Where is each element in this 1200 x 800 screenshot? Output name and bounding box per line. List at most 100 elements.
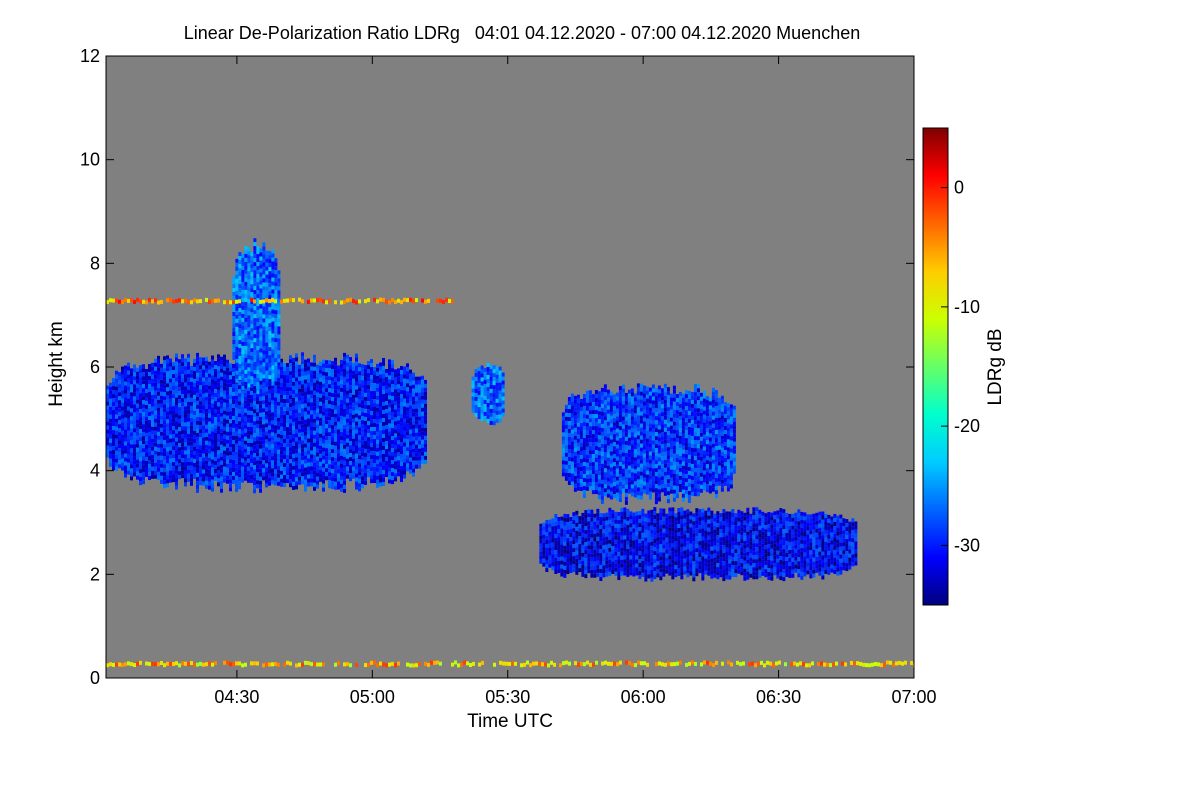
data-pixel	[106, 393, 109, 398]
data-pixel	[205, 436, 208, 441]
data-pixel	[397, 432, 400, 437]
data-pixel	[199, 457, 202, 462]
data-pixel	[651, 412, 655, 417]
data-pixel	[106, 441, 109, 446]
data-pixel	[636, 383, 640, 388]
data-pixel	[334, 373, 337, 378]
data-pixel	[244, 380, 247, 385]
data-pixel	[406, 399, 409, 404]
data-pixel	[253, 485, 256, 490]
data-pixel	[573, 395, 577, 400]
data-pixel	[501, 376, 505, 381]
data-pixel	[277, 361, 280, 366]
data-pixel	[406, 387, 409, 392]
data-pixel	[169, 370, 172, 375]
data-pixel	[651, 444, 655, 449]
data-pixel	[627, 425, 631, 430]
data-pixel	[672, 413, 676, 418]
data-pixel	[343, 380, 346, 385]
data-pixel	[403, 406, 406, 411]
data-pixel	[286, 395, 289, 400]
data-pixel	[471, 376, 475, 381]
data-pixel	[262, 302, 266, 307]
data-pixel	[492, 397, 496, 402]
data-pixel	[190, 461, 193, 466]
data-pixel	[142, 420, 145, 425]
data-pixel	[609, 479, 613, 484]
data-pixel	[651, 484, 655, 489]
data-pixel	[280, 414, 283, 419]
data-pixel	[295, 389, 298, 394]
data-pixel	[409, 397, 412, 402]
data-pixel	[591, 442, 595, 447]
data-pixel	[648, 403, 652, 408]
data-pixel	[657, 413, 661, 418]
data-pixel	[654, 472, 658, 477]
data-pixel	[310, 434, 313, 439]
data-pixel	[373, 391, 376, 396]
data-pixel	[199, 425, 202, 430]
data-pixel	[178, 363, 181, 368]
data-pixel	[636, 467, 640, 472]
data-pixel	[187, 401, 190, 406]
data-pixel	[313, 366, 316, 371]
data-pixel	[627, 389, 631, 394]
data-pixel	[106, 417, 109, 422]
data-pixel	[424, 415, 427, 420]
data-pixel	[154, 446, 157, 451]
data-pixel	[295, 473, 298, 478]
data-pixel	[232, 451, 235, 456]
data-pixel	[576, 422, 580, 427]
data-pixel	[283, 451, 286, 456]
data-pixel	[172, 378, 175, 383]
data-pixel	[313, 442, 316, 447]
data-pixel	[331, 409, 334, 414]
data-pixel	[157, 467, 160, 472]
data-pixel	[633, 413, 637, 418]
data-pixel	[412, 464, 415, 469]
data-pixel	[651, 424, 655, 429]
data-pixel	[489, 400, 493, 405]
data-pixel	[289, 427, 292, 432]
data-pixel	[310, 362, 313, 367]
data-pixel	[621, 412, 625, 417]
data-pixel	[358, 391, 361, 396]
data-pixel	[253, 473, 256, 478]
data-pixel	[268, 417, 271, 422]
data-pixel	[669, 441, 673, 446]
data-pixel	[606, 449, 610, 454]
data-pixel	[669, 489, 673, 494]
data-pixel	[480, 397, 484, 402]
data-pixel	[633, 473, 637, 478]
data-pixel	[277, 481, 280, 486]
data-pixel	[588, 482, 592, 487]
data-pixel	[190, 365, 193, 370]
data-pixel	[594, 422, 598, 427]
data-pixel	[376, 407, 379, 412]
data-pixel	[561, 444, 565, 449]
data-pixel	[265, 326, 269, 331]
data-pixel	[265, 286, 269, 291]
data-pixel	[310, 394, 313, 399]
data-pixel	[376, 411, 379, 416]
data-pixel	[421, 447, 424, 452]
data-pixel	[567, 404, 571, 409]
data-pixel	[660, 460, 664, 465]
data-pixel	[253, 286, 257, 291]
data-pixel	[190, 373, 193, 378]
data-pixel	[400, 390, 403, 395]
data-pixel	[223, 454, 226, 459]
data-pixel	[274, 433, 277, 438]
data-pixel	[678, 443, 682, 448]
data-pixel	[636, 407, 640, 412]
data-pixel	[471, 404, 475, 409]
data-pixel	[247, 438, 250, 443]
data-pixel	[367, 473, 370, 478]
data-pixel	[606, 389, 610, 394]
data-pixel	[271, 257, 275, 262]
data-pixel	[229, 475, 232, 480]
data-pixel	[379, 442, 382, 447]
data-pixel	[268, 445, 271, 450]
data-pixel	[202, 469, 205, 474]
data-pixel	[277, 314, 281, 319]
